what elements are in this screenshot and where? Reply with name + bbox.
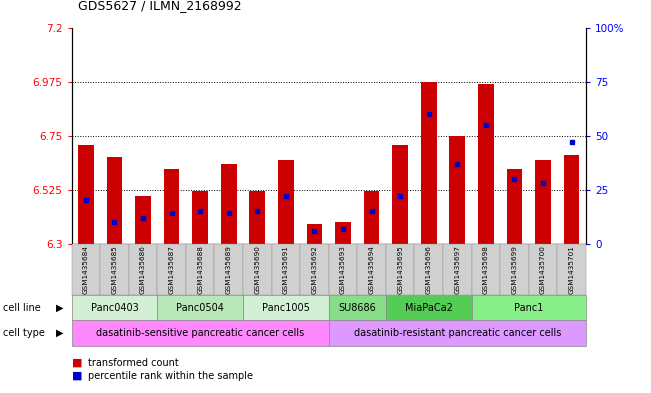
- Bar: [478, 84, 493, 244]
- Text: GSM1435694: GSM1435694: [368, 246, 374, 294]
- Bar: [449, 136, 465, 244]
- Text: GSM1435692: GSM1435692: [311, 246, 318, 294]
- Text: GSM1435687: GSM1435687: [169, 246, 174, 294]
- Text: GSM1435696: GSM1435696: [426, 246, 432, 294]
- Text: GSM1435684: GSM1435684: [83, 246, 89, 294]
- Text: ▶: ▶: [56, 303, 64, 312]
- Text: SU8686: SU8686: [339, 303, 376, 312]
- Text: MiaPaCa2: MiaPaCa2: [405, 303, 452, 312]
- Text: Panc1: Panc1: [514, 303, 544, 312]
- Bar: [107, 157, 122, 244]
- Bar: [421, 81, 437, 244]
- Text: Panc1005: Panc1005: [262, 303, 310, 312]
- Text: ■: ■: [72, 358, 82, 367]
- Bar: [164, 169, 180, 244]
- Bar: [307, 224, 322, 244]
- Bar: [393, 145, 408, 244]
- Text: GSM1435689: GSM1435689: [226, 246, 232, 294]
- Text: GSM1435697: GSM1435697: [454, 246, 460, 294]
- Text: ■: ■: [72, 371, 82, 380]
- Text: dasatinib-sensitive pancreatic cancer cells: dasatinib-sensitive pancreatic cancer ce…: [96, 328, 304, 338]
- Text: GSM1435701: GSM1435701: [568, 246, 575, 294]
- Text: Panc0504: Panc0504: [176, 303, 224, 312]
- Text: GSM1435695: GSM1435695: [397, 246, 403, 294]
- Text: GSM1435700: GSM1435700: [540, 246, 546, 294]
- Text: GDS5627 / ILMN_2168992: GDS5627 / ILMN_2168992: [78, 0, 242, 12]
- Bar: [535, 160, 551, 244]
- Text: GSM1435691: GSM1435691: [283, 246, 289, 294]
- Bar: [78, 145, 94, 244]
- Text: ▶: ▶: [56, 328, 64, 338]
- Text: cell type: cell type: [3, 328, 45, 338]
- Text: GSM1435688: GSM1435688: [197, 246, 203, 294]
- Text: GSM1435693: GSM1435693: [340, 246, 346, 294]
- Bar: [564, 155, 579, 244]
- Bar: [335, 222, 351, 244]
- Bar: [249, 191, 265, 244]
- Bar: [135, 196, 151, 244]
- Bar: [506, 169, 522, 244]
- Text: dasatinib-resistant pancreatic cancer cells: dasatinib-resistant pancreatic cancer ce…: [353, 328, 561, 338]
- Text: GSM1435686: GSM1435686: [140, 246, 146, 294]
- Text: percentile rank within the sample: percentile rank within the sample: [88, 371, 253, 380]
- Bar: [278, 160, 294, 244]
- Text: cell line: cell line: [3, 303, 41, 312]
- Text: GSM1435685: GSM1435685: [111, 246, 117, 294]
- Text: transformed count: transformed count: [88, 358, 178, 367]
- Bar: [364, 191, 380, 244]
- Text: GSM1435690: GSM1435690: [255, 246, 260, 294]
- Bar: [221, 164, 236, 244]
- Text: GSM1435698: GSM1435698: [483, 246, 489, 294]
- Text: Panc0403: Panc0403: [90, 303, 139, 312]
- Text: GSM1435699: GSM1435699: [512, 246, 518, 294]
- Bar: [192, 191, 208, 244]
